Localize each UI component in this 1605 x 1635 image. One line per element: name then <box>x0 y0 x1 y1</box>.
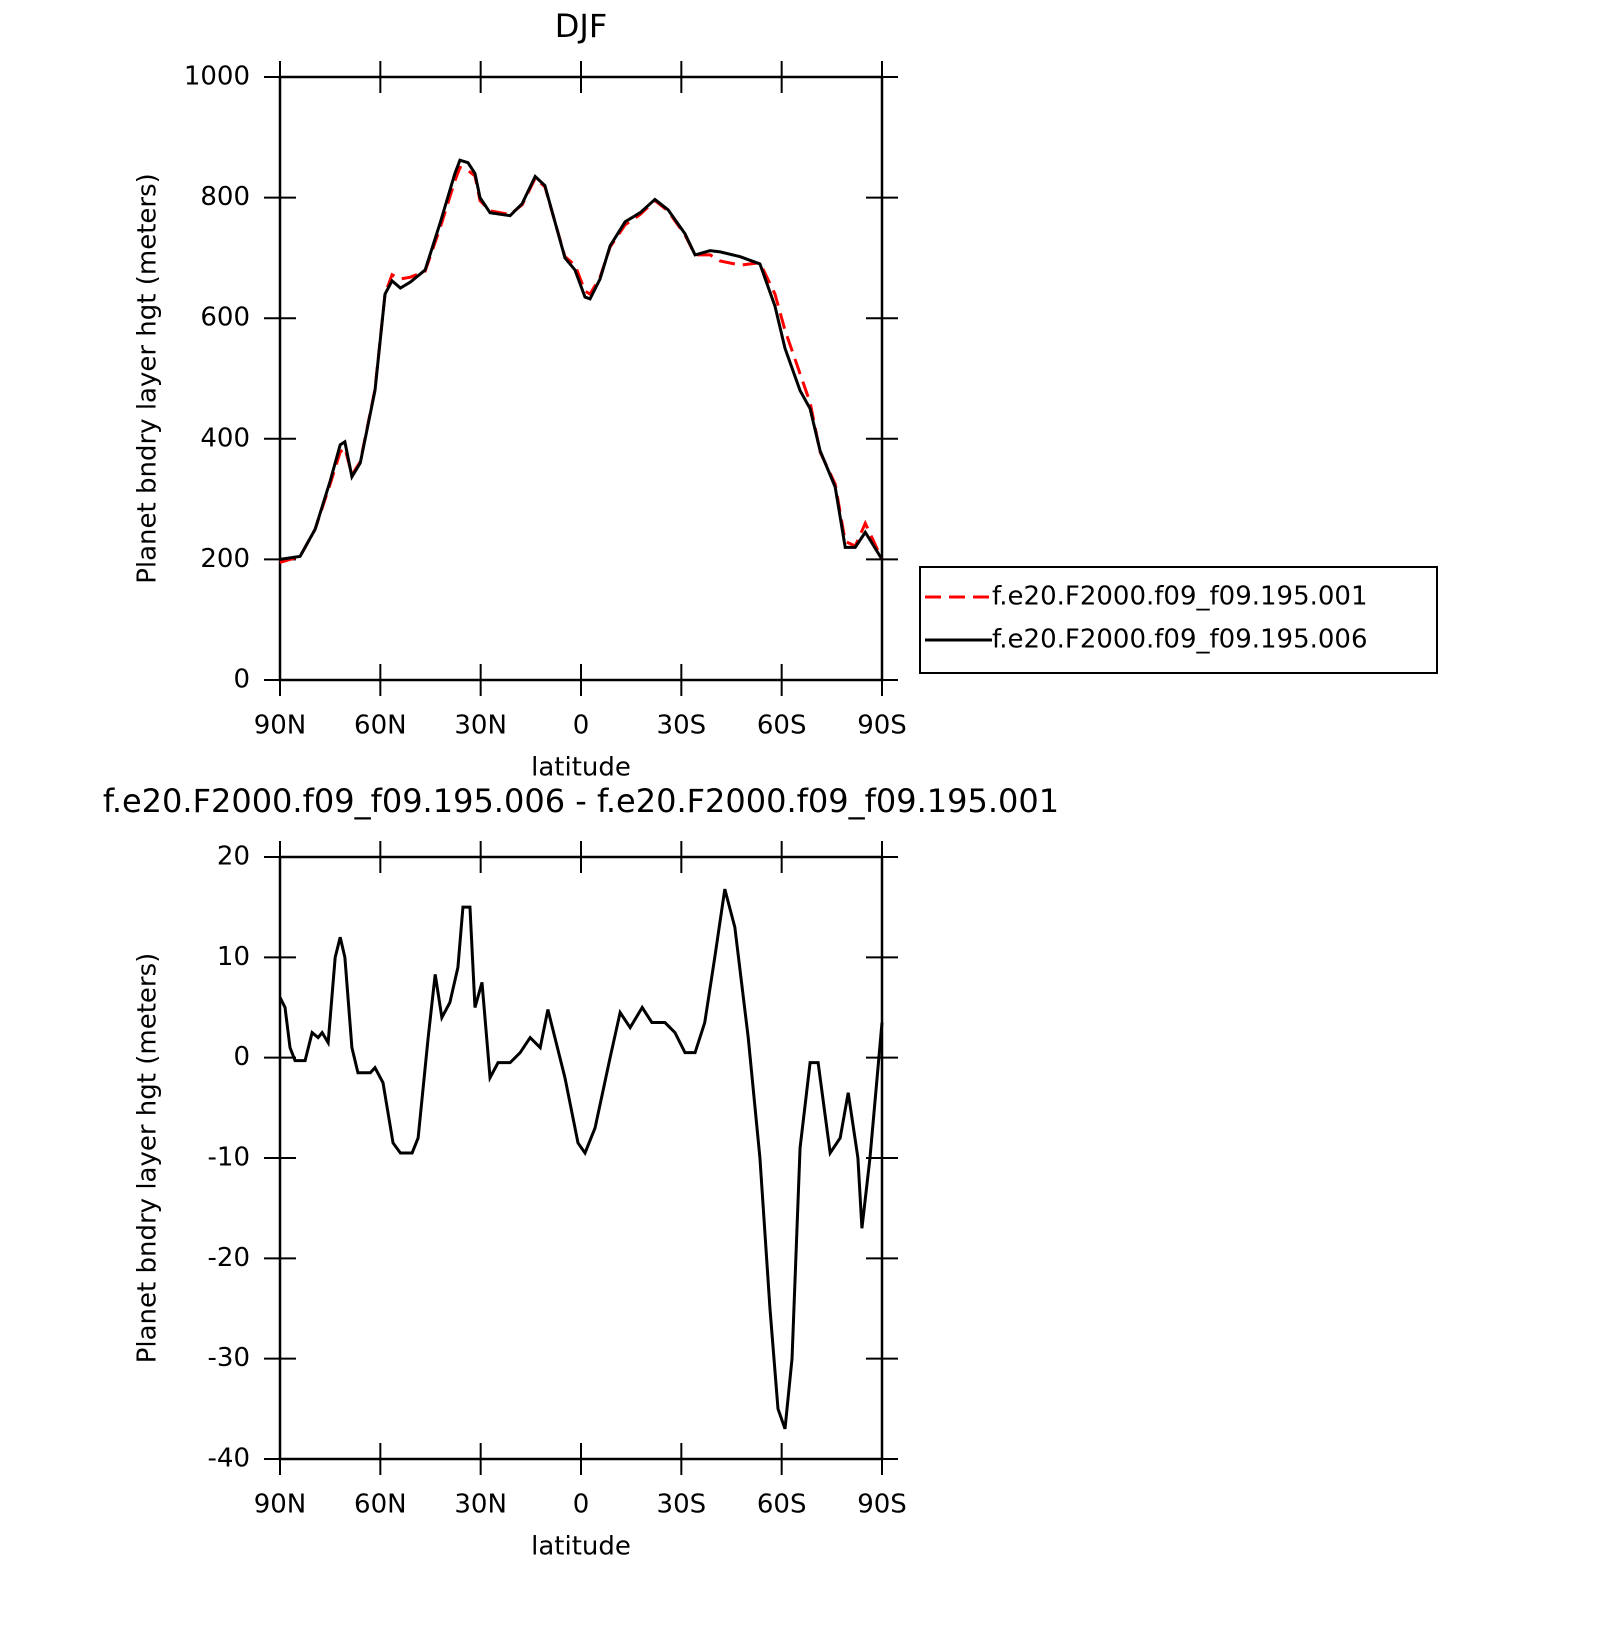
x-tick-label: 90N <box>254 1490 307 1520</box>
y-tick-label: 1000 <box>184 62 250 92</box>
y-tick-label: 800 <box>200 182 250 212</box>
y-tick-label: -40 <box>208 1444 250 1474</box>
x-tick-label: 30N <box>454 1490 507 1520</box>
legend-label: f.e20.F2000.f09_f09.195.006 <box>992 625 1368 655</box>
y-tick-label: 400 <box>200 423 250 453</box>
y-tick-label: -30 <box>208 1343 250 1373</box>
y-tick-label: 600 <box>200 303 250 333</box>
y-tick-label: 200 <box>200 544 250 574</box>
x-tick-label: 60S <box>757 711 807 741</box>
x-tick-label: 60S <box>757 1490 807 1520</box>
x-tick-label: 30S <box>657 1490 707 1520</box>
legend-label: f.e20.F2000.f09_f09.195.001 <box>992 582 1368 612</box>
y-tick-label: -20 <box>208 1243 250 1273</box>
y-tick-label: 0 <box>233 665 250 695</box>
data-line <box>278 888 884 1430</box>
data-line <box>279 158 884 561</box>
x-tick-label: 0 <box>573 1490 590 1520</box>
plot-frame <box>278 75 884 682</box>
x-axis-label: latitude <box>531 753 631 783</box>
y-tick-label: 10 <box>217 942 250 972</box>
x-tick-label: 60N <box>354 1490 407 1520</box>
x-tick-label: 0 <box>573 711 590 741</box>
x-tick-label: 60N <box>354 711 407 741</box>
y-tick-label: 0 <box>233 1042 250 1072</box>
x-axis-label: latitude <box>531 1532 631 1562</box>
legend-box <box>919 566 1438 674</box>
x-tick-label: 90N <box>254 711 307 741</box>
x-tick-label: 90S <box>857 711 907 741</box>
chart-title: f.e20.F2000.f09_f09.195.006 - f.e20.F200… <box>103 782 1059 820</box>
chart-title: DJF <box>555 7 607 45</box>
y-tick-label: 20 <box>217 842 250 872</box>
y-axis-label: Planet bndry layer hgt (meters) <box>133 173 163 584</box>
x-tick-label: 30N <box>454 711 507 741</box>
x-tick-label: 30S <box>657 711 707 741</box>
y-axis-label: Planet bndry layer hgt (meters) <box>133 953 163 1364</box>
y-tick-label: -10 <box>208 1143 250 1173</box>
x-tick-label: 90S <box>857 1490 907 1520</box>
